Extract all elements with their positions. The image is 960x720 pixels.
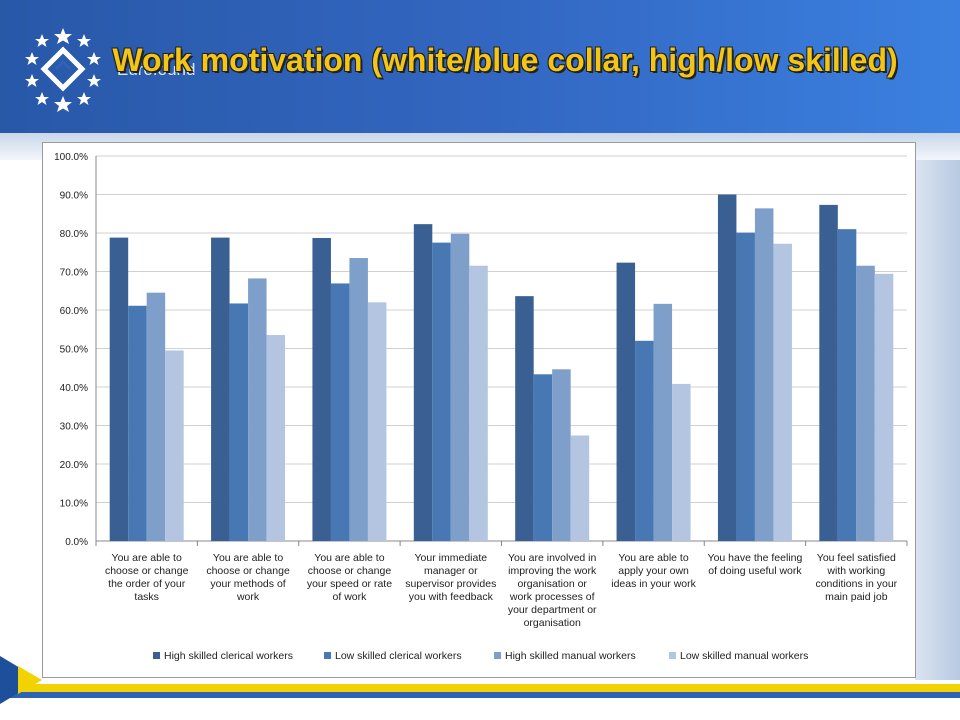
x-category-label: ideas in your work [611, 578, 696, 590]
x-category-label: manager or [424, 565, 478, 577]
x-category-label: the order of your [108, 578, 186, 590]
bar [469, 265, 488, 541]
bar [837, 229, 857, 541]
x-category-label: your speed or rate [307, 578, 392, 590]
y-tick-label: 60.0% [60, 306, 88, 317]
bar [874, 273, 894, 541]
bar [672, 383, 691, 541]
x-category-label: You have the feeling [708, 552, 803, 564]
x-category-label: You are able to [112, 552, 182, 564]
bar [413, 224, 433, 541]
bar [109, 237, 129, 541]
bar [856, 265, 875, 541]
y-tick-label: 50.0% [60, 345, 88, 356]
arrow-accent-icon [18, 666, 42, 694]
bar [432, 242, 451, 541]
y-tick-label: 20.0% [60, 460, 88, 471]
x-category-label: supervisor provides [405, 578, 496, 590]
bar-chart: 0.0% 10.0% 20.0% 30.0% 40.0% 50.0% 60.0% 70.0% 8… [54, 152, 908, 662]
legend-label: Low skilled manual workers [680, 650, 808, 662]
x-category-label: choose or change [308, 565, 392, 577]
x-category-label: main paid job [825, 591, 888, 603]
bar [736, 232, 755, 541]
bar [128, 305, 147, 541]
legend-label: Low skilled clerical workers [335, 650, 462, 662]
footer-blue-band [0, 692, 960, 698]
x-category-label: of work [333, 591, 368, 603]
x-category-label: work processes of [509, 591, 595, 603]
legend-label: High skilled manual workers [505, 650, 636, 662]
bar [653, 303, 673, 541]
x-category-label: organisation or [517, 578, 587, 590]
bar [450, 233, 470, 541]
y-tick-label: 80.0% [60, 229, 88, 240]
legend-swatch [324, 652, 331, 659]
y-tick-label: 90.0% [60, 191, 88, 202]
x-category-label: choose or change [206, 565, 290, 577]
right-side-band [915, 160, 960, 680]
bar [773, 243, 792, 541]
bar [248, 278, 267, 541]
x-category-label: You are able to [314, 552, 384, 564]
bar [635, 340, 654, 541]
y-tick-label: 0.0% [65, 537, 88, 548]
logo-text: Eurofound [117, 60, 196, 79]
bar [570, 435, 590, 541]
bar [616, 262, 636, 541]
bar [552, 369, 571, 541]
legend-swatch [494, 652, 501, 659]
bar [146, 292, 166, 541]
bar [211, 237, 230, 541]
x-category-label: You are able to [618, 552, 688, 564]
page-title: Work motivation (white/blue collar, high… [112, 42, 898, 78]
x-category-label: your methods of [210, 578, 285, 590]
x-category-label: You are involved in [508, 552, 597, 564]
y-tick-label: 100.0% [54, 152, 88, 163]
bar [266, 335, 286, 541]
x-category-label: improving the work [508, 565, 597, 577]
x-category-label: conditions in your [815, 578, 897, 590]
y-tick-label: 10.0% [60, 499, 88, 510]
bar [229, 303, 249, 541]
bar [312, 238, 331, 541]
y-tick-label: 30.0% [60, 422, 88, 433]
eurofound-logo [25, 28, 101, 112]
x-category-label: Your immediate [415, 552, 488, 564]
x-category-label: You feel satisfied [817, 552, 896, 564]
bar [165, 350, 184, 541]
footer-yellow-band [0, 684, 960, 692]
bar [754, 208, 774, 542]
header-band [0, 0, 960, 133]
legend-swatch [669, 652, 676, 659]
y-tick-label: 40.0% [60, 383, 88, 394]
legend-label: High skilled clerical workers [164, 650, 293, 662]
bar [367, 302, 387, 541]
x-category-label: with working [826, 565, 885, 577]
x-category-label: choose or change [105, 565, 189, 577]
x-category-label: work [236, 591, 260, 603]
x-category-label: you with feedback [409, 591, 494, 603]
x-category-label: apply your own [618, 565, 689, 577]
bar [819, 204, 838, 541]
bar [515, 296, 534, 541]
x-category-label: of doing useful work [708, 565, 802, 577]
legend-swatch [153, 652, 160, 659]
bar [717, 194, 737, 541]
x-category-label: You are able to [213, 552, 283, 564]
x-category-label: your department or [508, 604, 597, 616]
bar [349, 258, 368, 541]
x-category-label: organisation [524, 617, 581, 629]
bar [533, 374, 553, 541]
y-tick-label: 70.0% [60, 268, 88, 279]
x-category-label: tasks [134, 591, 159, 603]
bar [330, 283, 350, 541]
chart-panel: 0.0% 10.0% 20.0% 30.0% 40.0% 50.0% 60.0% 70.0% 8… [42, 142, 916, 678]
